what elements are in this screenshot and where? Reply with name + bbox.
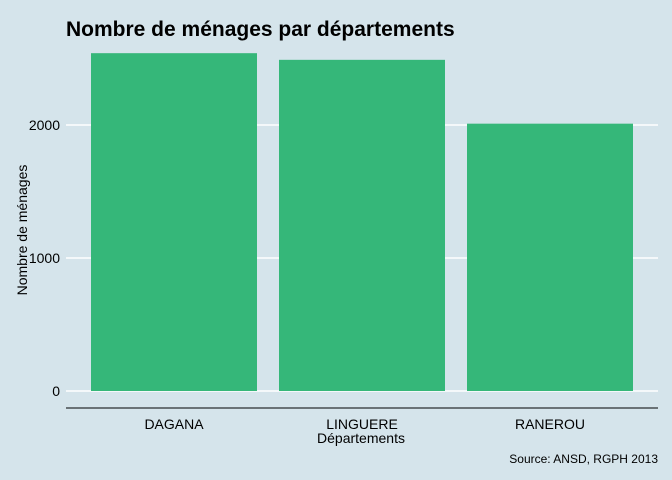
y-tick-label: 1000: [29, 250, 60, 266]
bar-ranerou: [467, 123, 633, 392]
x-tick-label: LINGUERE: [326, 416, 398, 432]
chart-title: Nombre de ménages par départements: [66, 18, 455, 41]
y-tick-label: 0: [52, 383, 60, 399]
x-tick-labels: DAGANA LINGUERE RANEROU: [144, 416, 585, 432]
bar-dagana: [91, 53, 257, 392]
x-tick-label: RANEROU: [515, 416, 585, 432]
source-caption: Source: ANSD, RGPH 2013: [509, 452, 658, 466]
y-axis-label: Nombre de ménages: [14, 165, 30, 296]
y-tick-labels: 0 1000 2000: [29, 117, 60, 399]
bars: [91, 53, 633, 392]
x-tick-label: DAGANA: [144, 416, 204, 432]
y-tick-label: 2000: [29, 117, 60, 133]
bar-linguere: [279, 59, 445, 392]
x-axis-label: Départements: [317, 430, 405, 446]
